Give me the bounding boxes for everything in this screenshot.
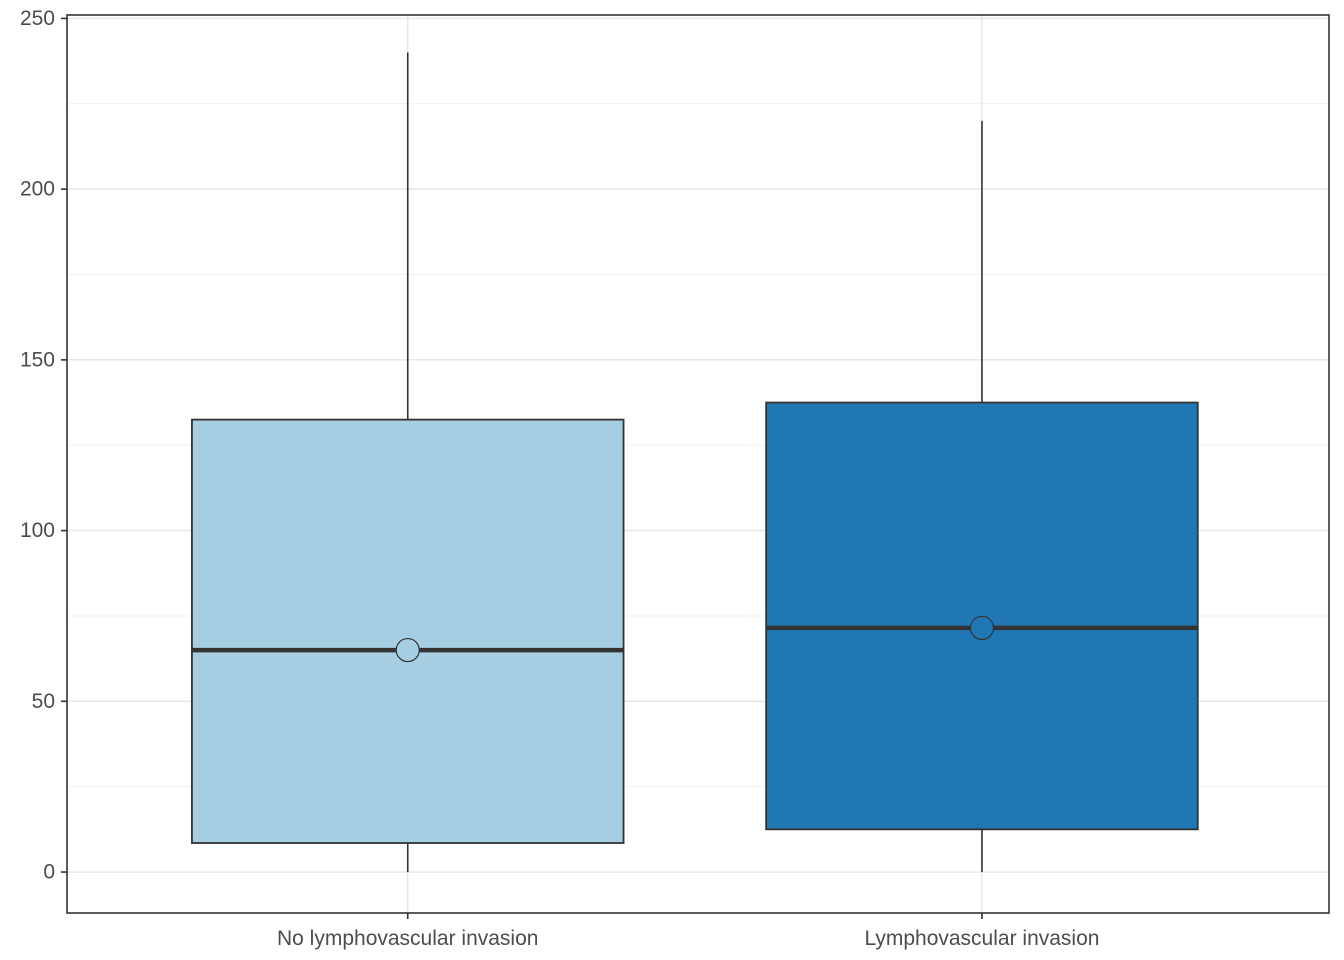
boxes <box>191 52 1199 873</box>
y-tick-label: 150 <box>20 348 55 371</box>
plot-panel-border <box>66 14 1330 914</box>
y-axis: 0 50 100 150 200 250 <box>20 7 67 884</box>
box-group <box>765 120 1199 873</box>
y-tick-label: 250 <box>20 7 55 30</box>
box-iqr <box>191 418 625 844</box>
y-tick-label: 200 <box>20 178 55 201</box>
x-tick-label: Lymphovascular invasion <box>864 927 1099 950</box>
y-tick-label: 0 <box>43 861 55 884</box>
mean-point <box>395 637 420 663</box>
y-tick-label: 100 <box>20 519 55 542</box>
box-group <box>191 52 625 873</box>
y-tick-label: 50 <box>32 690 55 713</box>
x-tick-label: No lymphovascular invasion <box>277 927 538 950</box>
x-axis: No lymphovascular invasion Lymphovascular… <box>277 913 1099 950</box>
mean-point <box>969 615 995 640</box>
